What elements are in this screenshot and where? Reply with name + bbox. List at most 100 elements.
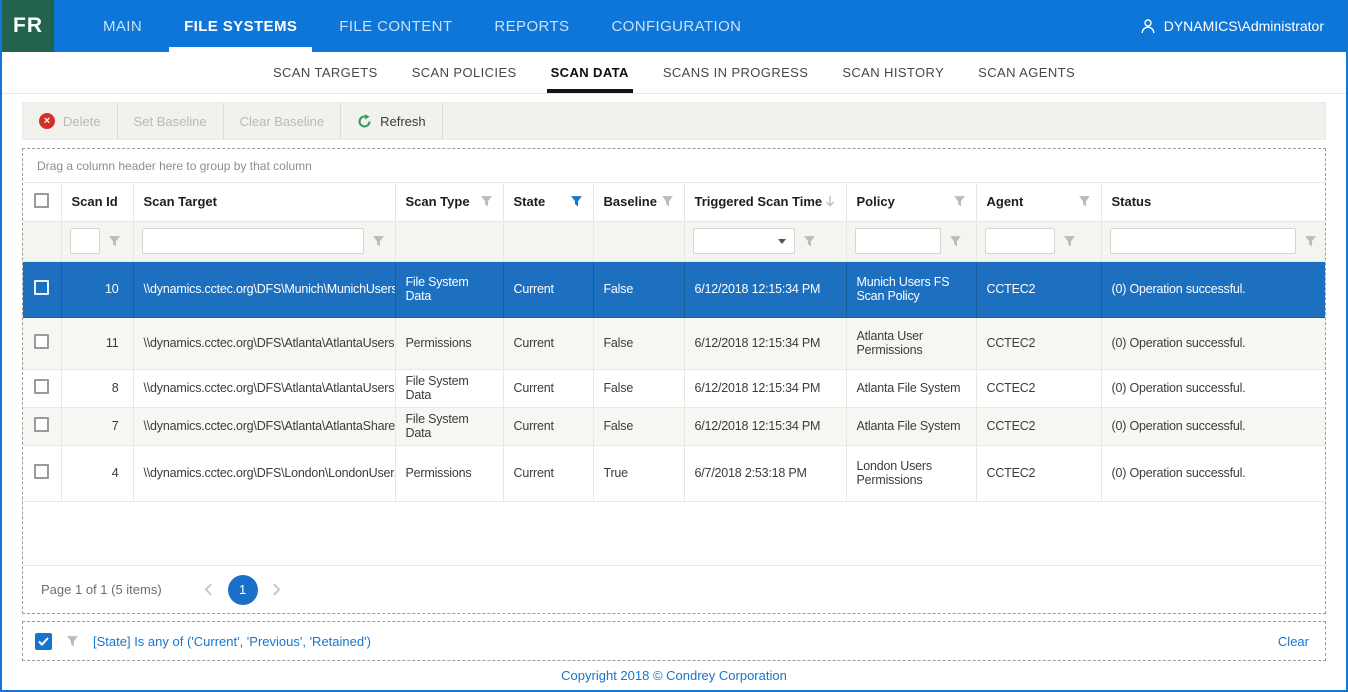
user-name: DYNAMICS\Administrator	[1163, 18, 1324, 34]
header-row: Scan Id Scan Target Scan Type State Base…	[23, 183, 1325, 222]
filter-icon[interactable]	[1304, 235, 1317, 248]
cell-baseline: False	[593, 261, 685, 318]
row-checkbox[interactable]	[34, 464, 50, 479]
cell-scan-id: 10	[61, 261, 134, 318]
tab-scan-agents[interactable]: SCAN AGENTS	[978, 65, 1076, 80]
cell-baseline: False	[593, 317, 685, 370]
cell-triggered-scan-time: 6/7/2018 2:53:18 PM	[684, 445, 847, 502]
cell-state: Current	[503, 407, 594, 446]
toolbar: × Delete Set Baseline Clear Baseline Ref…	[22, 102, 1326, 140]
cell-state: Current	[503, 369, 594, 408]
chevron-left-icon	[204, 583, 213, 596]
refresh-button[interactable]: Refresh	[341, 103, 443, 139]
policy-filter-input[interactable]	[854, 228, 941, 254]
row-checkbox[interactable]	[34, 280, 50, 295]
pager-summary: Page 1 of 1 (5 items)	[41, 582, 162, 597]
column-header-scan-target[interactable]: Scan Target	[133, 183, 396, 222]
filter-icon[interactable]	[953, 195, 966, 208]
filter-icon[interactable]	[480, 195, 493, 208]
cell-status: (0) Operation successful.	[1101, 261, 1325, 318]
set-baseline-button[interactable]: Set Baseline	[118, 103, 224, 139]
row-checkbox[interactable]	[34, 417, 50, 432]
cell-scan-type: Permissions	[395, 445, 504, 502]
cell-baseline: True	[593, 445, 685, 502]
table-row[interactable]: 7 \\dynamics.cctec.org\DFS\Atlanta\Atlan…	[23, 407, 1325, 446]
delete-button[interactable]: × Delete	[23, 103, 118, 139]
row-checkbox[interactable]	[34, 379, 50, 394]
nav-item-file-content[interactable]: FILE CONTENT	[339, 17, 453, 35]
page-number-button[interactable]: 1	[227, 574, 258, 605]
table-row[interactable]: 11 \\dynamics.cctec.org\DFS\Atlanta\Atla…	[23, 317, 1325, 370]
column-header-agent[interactable]: Agent	[976, 183, 1102, 222]
nav-item-main[interactable]: MAIN	[103, 17, 143, 35]
filter-expression-link[interactable]: [State] Is any of ('Current', 'Previous'…	[93, 633, 371, 649]
cell-scan-target: \\dynamics.cctec.org\DFS\Munich\MunichUs…	[133, 261, 396, 318]
scan-id-filter-input[interactable]	[69, 228, 100, 254]
cell-agent: CCTEC2	[976, 445, 1102, 502]
filter-icon[interactable]	[803, 235, 816, 248]
copyright-text: Copyright 2018 © Condrey Corporation	[561, 668, 787, 683]
tab-scan-data[interactable]: SCAN DATA	[534, 52, 646, 93]
cell-scan-type: File System Data	[395, 369, 504, 408]
cell-scan-target: \\dynamics.cctec.org\DFS\Atlanta\Atlanta…	[133, 317, 396, 370]
filter-icon[interactable]	[949, 235, 962, 248]
column-header-state[interactable]: State	[503, 183, 594, 222]
cell-scan-target: \\dynamics.cctec.org\DFS\London\LondonUs…	[133, 445, 396, 502]
filter-icon[interactable]	[372, 235, 385, 248]
status-filter-input[interactable]	[1109, 228, 1296, 254]
cell-agent: CCTEC2	[976, 261, 1102, 318]
delete-icon: ×	[39, 113, 55, 129]
clear-filter-link[interactable]: Clear	[1277, 633, 1309, 649]
column-header-scan-id[interactable]: Scan Id	[61, 183, 134, 222]
table-row-selected[interactable]: 10 \\dynamics.cctec.org\DFS\Munich\Munic…	[23, 261, 1325, 318]
cell-triggered-scan-time: 6/12/2018 12:15:34 PM	[684, 369, 847, 408]
filter-icon[interactable]	[661, 195, 674, 208]
nav-item-configuration[interactable]: CONFIGURATION	[611, 17, 742, 35]
column-header-scan-type[interactable]: Scan Type	[395, 183, 504, 222]
cell-policy: London Users Permissions	[846, 445, 977, 502]
nav-item-reports[interactable]: REPORTS	[494, 17, 570, 35]
agent-filter-input[interactable]	[984, 228, 1055, 254]
active-filter-icon[interactable]	[570, 195, 583, 208]
grid-empty-area	[23, 502, 1325, 566]
column-header-triggered-scan-time[interactable]: Triggered Scan Time	[684, 183, 847, 222]
check-icon	[38, 636, 49, 646]
group-by-panel[interactable]: Drag a column header here to group by th…	[23, 149, 1325, 183]
filter-row	[23, 221, 1325, 262]
refresh-icon	[357, 113, 372, 129]
select-all-checkbox[interactable]	[34, 192, 50, 208]
cell-baseline: False	[593, 407, 685, 446]
tab-scan-policies[interactable]: SCAN POLICIES	[411, 65, 517, 80]
user-menu[interactable]: DYNAMICS\Administrator	[1118, 0, 1346, 52]
cell-scan-id: 8	[61, 369, 134, 408]
column-header-status[interactable]: Status	[1101, 183, 1325, 222]
clear-baseline-button[interactable]: Clear Baseline	[224, 103, 342, 139]
tab-scans-in-progress[interactable]: SCANS IN PROGRESS	[662, 65, 809, 80]
next-page-button[interactable]	[264, 577, 290, 603]
column-header-policy[interactable]: Policy	[846, 183, 977, 222]
tab-scan-history[interactable]: SCAN HISTORY	[842, 65, 945, 80]
cell-state: Current	[503, 261, 594, 318]
tab-scan-targets[interactable]: SCAN TARGETS	[272, 65, 378, 80]
chevron-right-icon	[273, 583, 281, 596]
table-row[interactable]: 4 \\dynamics.cctec.org\DFS\London\London…	[23, 445, 1325, 502]
app-logo[interactable]: FR	[2, 0, 54, 52]
cell-triggered-scan-time: 6/12/2018 12:15:34 PM	[684, 407, 847, 446]
cell-state: Current	[503, 445, 594, 502]
filter-icon[interactable]	[1078, 195, 1091, 208]
cell-scan-id: 7	[61, 407, 134, 446]
previous-page-button[interactable]	[196, 577, 222, 603]
triggered-scan-time-filter-select[interactable]	[692, 228, 795, 254]
filter-icon[interactable]	[1063, 235, 1076, 248]
cell-scan-type: File System Data	[395, 261, 504, 318]
filter-enabled-checkbox[interactable]	[35, 632, 52, 650]
row-checkbox[interactable]	[34, 334, 50, 349]
table-row[interactable]: 8 \\dynamics.cctec.org\DFS\Atlanta\Atlan…	[23, 369, 1325, 408]
chevron-down-icon	[777, 238, 786, 244]
filter-icon[interactable]	[108, 235, 121, 248]
scan-target-filter-input[interactable]	[141, 228, 364, 254]
cell-state: Current	[503, 317, 594, 370]
nav-item-file-systems[interactable]: FILE SYSTEMS	[163, 0, 318, 52]
column-header-baseline[interactable]: Baseline	[593, 183, 685, 222]
